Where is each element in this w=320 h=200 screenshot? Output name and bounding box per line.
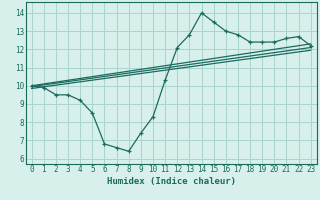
- X-axis label: Humidex (Indice chaleur): Humidex (Indice chaleur): [107, 177, 236, 186]
